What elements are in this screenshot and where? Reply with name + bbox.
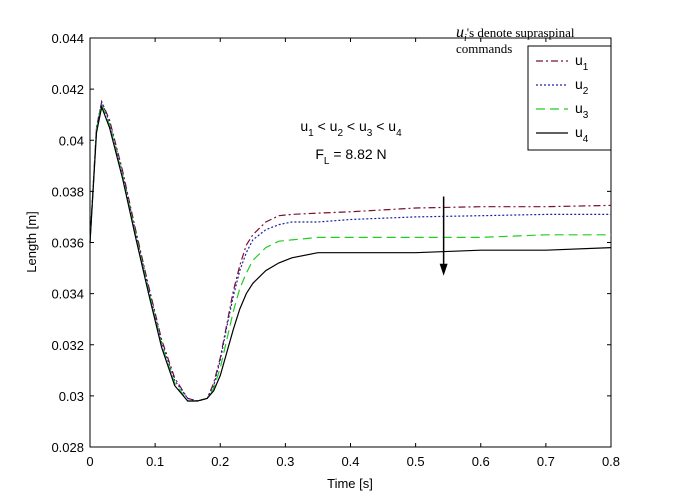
annotation-arrow-head xyxy=(439,263,448,276)
legend-title: ui's denote supraspinal commands xyxy=(456,24,575,56)
y-tick-label: 0.036 xyxy=(51,236,84,251)
annotation-force: FL = 8.82 N xyxy=(315,146,386,167)
ticks-layer: 0 0.1 0.2 0.3 0.4 0.5 0.6 0.7 0.8 0.028 0.03 0.032 0… xyxy=(51,31,620,469)
series-line-u4 xyxy=(89,104,612,402)
legend-title-symbol-sub: i xyxy=(464,33,467,44)
x-axis-label: Time [s] xyxy=(327,476,373,491)
legend-title-symbol: u xyxy=(456,24,464,41)
plot-area xyxy=(89,37,612,448)
y-tick-label: 0.038 xyxy=(51,184,84,199)
x-tick-label: 0.6 xyxy=(472,454,490,469)
y-tick-label: 0.03 xyxy=(59,389,84,404)
x-tick-label: 0.1 xyxy=(146,454,164,469)
y-tick-label: 0.028 xyxy=(51,440,84,455)
legend-label-u3: u3 xyxy=(575,100,589,121)
x-tick-label: 0.4 xyxy=(341,454,359,469)
legend-label-u4: u4 xyxy=(575,124,589,145)
annotation: u1 < u2 < u3 < u4 FL = 8.82 N xyxy=(300,118,448,276)
legend-title-line1: ui's denote supraspinal xyxy=(456,24,575,44)
legend-title-line2: commands xyxy=(456,41,512,56)
y-tick-label: 0.032 xyxy=(51,338,84,353)
legend-title-rest: 's denote supraspinal xyxy=(467,25,575,40)
y-tick-label: 0.042 xyxy=(51,82,84,97)
legend-label-u1: u1 xyxy=(575,52,589,73)
x-tick-label: 0.3 xyxy=(276,454,294,469)
legend-label-u2: u2 xyxy=(575,76,589,97)
x-tick-label: 0.2 xyxy=(211,454,229,469)
x-tick-label: 0.7 xyxy=(537,454,555,469)
y-tick-label: 0.034 xyxy=(51,287,84,302)
x-tick-label: 0.5 xyxy=(407,454,425,469)
y-axis-label: Length [m] xyxy=(24,211,39,272)
y-tick-label: 0.04 xyxy=(59,133,84,148)
y-tick-label: 0.044 xyxy=(51,31,84,46)
x-tick-label: 0 xyxy=(86,454,93,469)
series-layer xyxy=(89,99,612,402)
legend: u1 u2 u3 u4 xyxy=(527,45,612,151)
x-tick-label: 0.8 xyxy=(602,454,620,469)
series-line-u2 xyxy=(89,99,611,402)
annotation-ordering: u1 < u2 < u3 < u4 xyxy=(300,118,402,139)
